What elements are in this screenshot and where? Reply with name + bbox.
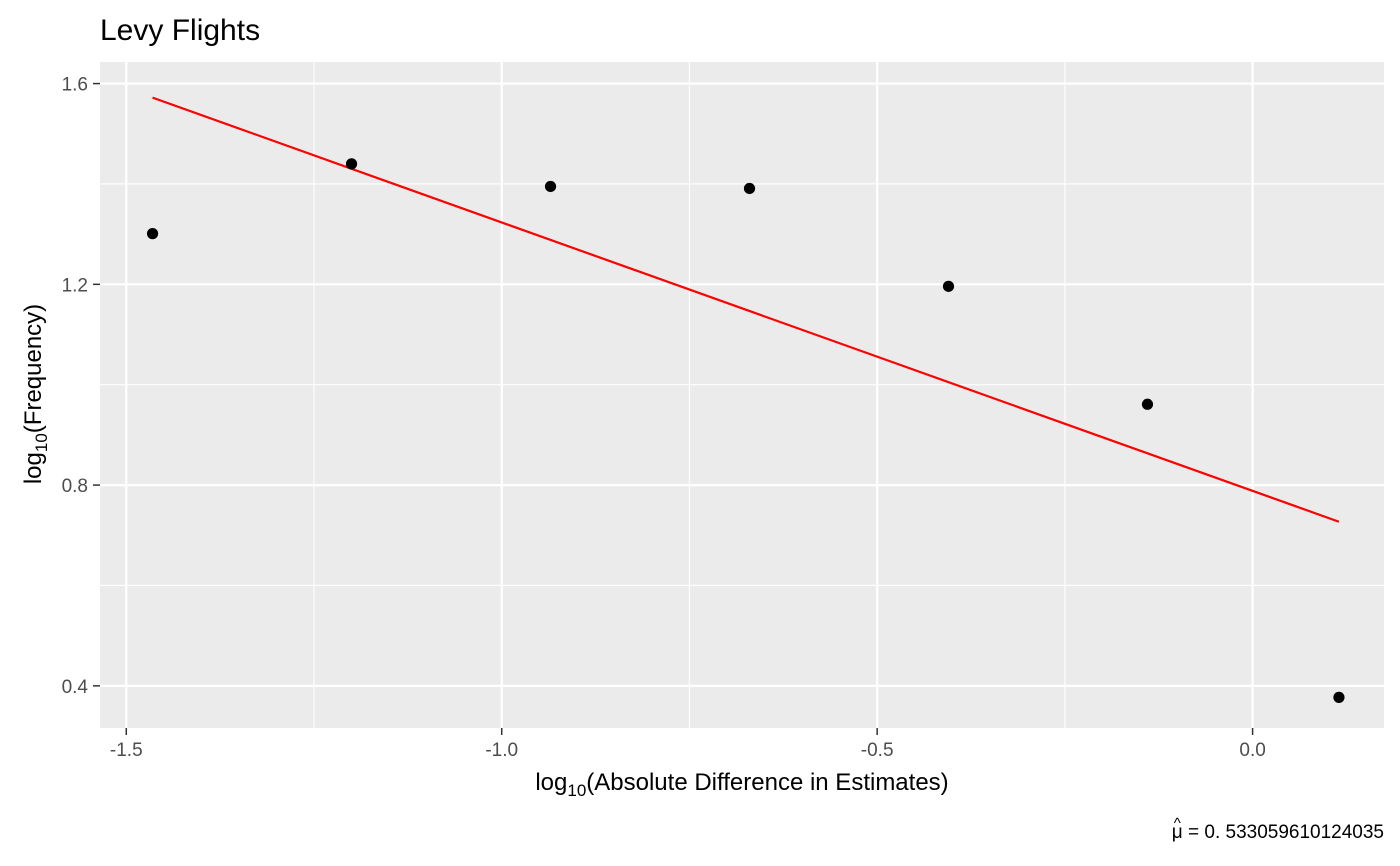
data-point xyxy=(544,180,557,193)
mu-symbol: μ xyxy=(1172,822,1183,843)
data-point xyxy=(345,158,358,170)
x-tick-label: -0.5 xyxy=(861,740,894,761)
y-axis-title: log10(Frequency) xyxy=(20,304,51,484)
y-axis-title-subscript: 10 xyxy=(32,433,51,452)
x-tick-label: -1.5 xyxy=(110,740,143,761)
y-tick-label: 0.4 xyxy=(62,677,89,698)
tick-labels: -1.5 -1.0 -0.5 0.0 0.4 0.8 1.2 1.6 xyxy=(62,75,1266,761)
x-axis-title: log10(Absolute Difference in Estimates) xyxy=(535,769,948,800)
y-tick-label: 1.2 xyxy=(62,275,88,296)
data-point xyxy=(942,280,955,292)
caption-value: = 0. 533059610124035 xyxy=(1183,822,1384,843)
minor-gridlines xyxy=(100,62,1384,728)
data-point xyxy=(1141,398,1154,410)
axis-ticks xyxy=(93,82,1254,735)
y-tick-label: 0.8 xyxy=(62,476,88,497)
x-axis-title-log: log xyxy=(535,769,567,796)
series-layer xyxy=(146,96,1345,703)
data-point xyxy=(1333,691,1345,703)
y-axis-title-log: log xyxy=(20,452,47,484)
x-axis-title-text: (Absolute Difference in Estimates) xyxy=(586,769,948,796)
x-tick-label: -1.0 xyxy=(485,740,518,761)
x-axis-title-subscript: 10 xyxy=(567,781,586,800)
mu-hat-accent: ^ xyxy=(1174,815,1181,832)
plot-panel xyxy=(100,62,1384,728)
y-axis-title-text: (Frequency) xyxy=(20,304,47,433)
major-gridlines xyxy=(100,62,1384,728)
mu-hat-caption: μ = 0. 533059610124035 xyxy=(1172,822,1384,843)
x-tick-label: 0.0 xyxy=(1239,740,1265,761)
y-tick-label: 1.6 xyxy=(62,75,88,96)
data-point xyxy=(743,182,756,195)
chart-title: Levy Flights xyxy=(100,14,260,47)
data-point xyxy=(146,228,159,240)
